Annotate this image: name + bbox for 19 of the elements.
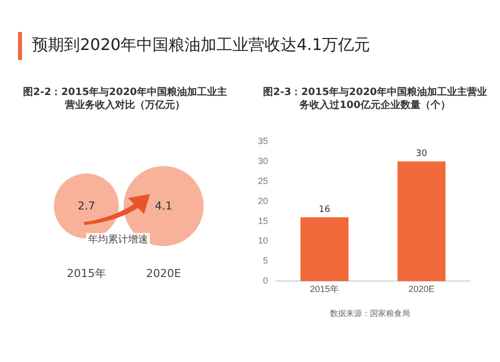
chart-title: 图2-3：2015年与2020年中国粮油加工业主营业务收入过100亿元企业数量（个） <box>262 86 488 112</box>
y-tick-label: 25 <box>258 176 268 186</box>
y-tick-label: 30 <box>258 156 268 166</box>
text: 图2-2：2015年与2020年中国粮油加工业主营业务收入对比（万亿元） <box>22 86 228 112</box>
category-label: 2015年 <box>66 266 106 280</box>
data-label: 2.7 <box>78 199 96 212</box>
y-tick-label: 5 <box>262 256 268 266</box>
y-tick-label: 35 <box>258 136 268 146</box>
y-tick-label: 0 <box>262 276 268 286</box>
y-tick-label: 10 <box>258 236 268 246</box>
text: 预期到2020年中国粮油加工业营收达4.1万亿元 <box>32 35 370 56</box>
data-label: 4.1 <box>154 199 172 212</box>
source-note: 数据来源：国家粮食局 <box>330 308 410 319</box>
data-label: 30 <box>416 149 428 160</box>
text: 年均累计增速 <box>88 234 148 246</box>
y-tick-label: 15 <box>258 216 268 226</box>
y-tick-label: 20 <box>258 196 268 206</box>
data-label: 16 <box>318 205 331 216</box>
category-label: 2020E <box>146 266 182 280</box>
